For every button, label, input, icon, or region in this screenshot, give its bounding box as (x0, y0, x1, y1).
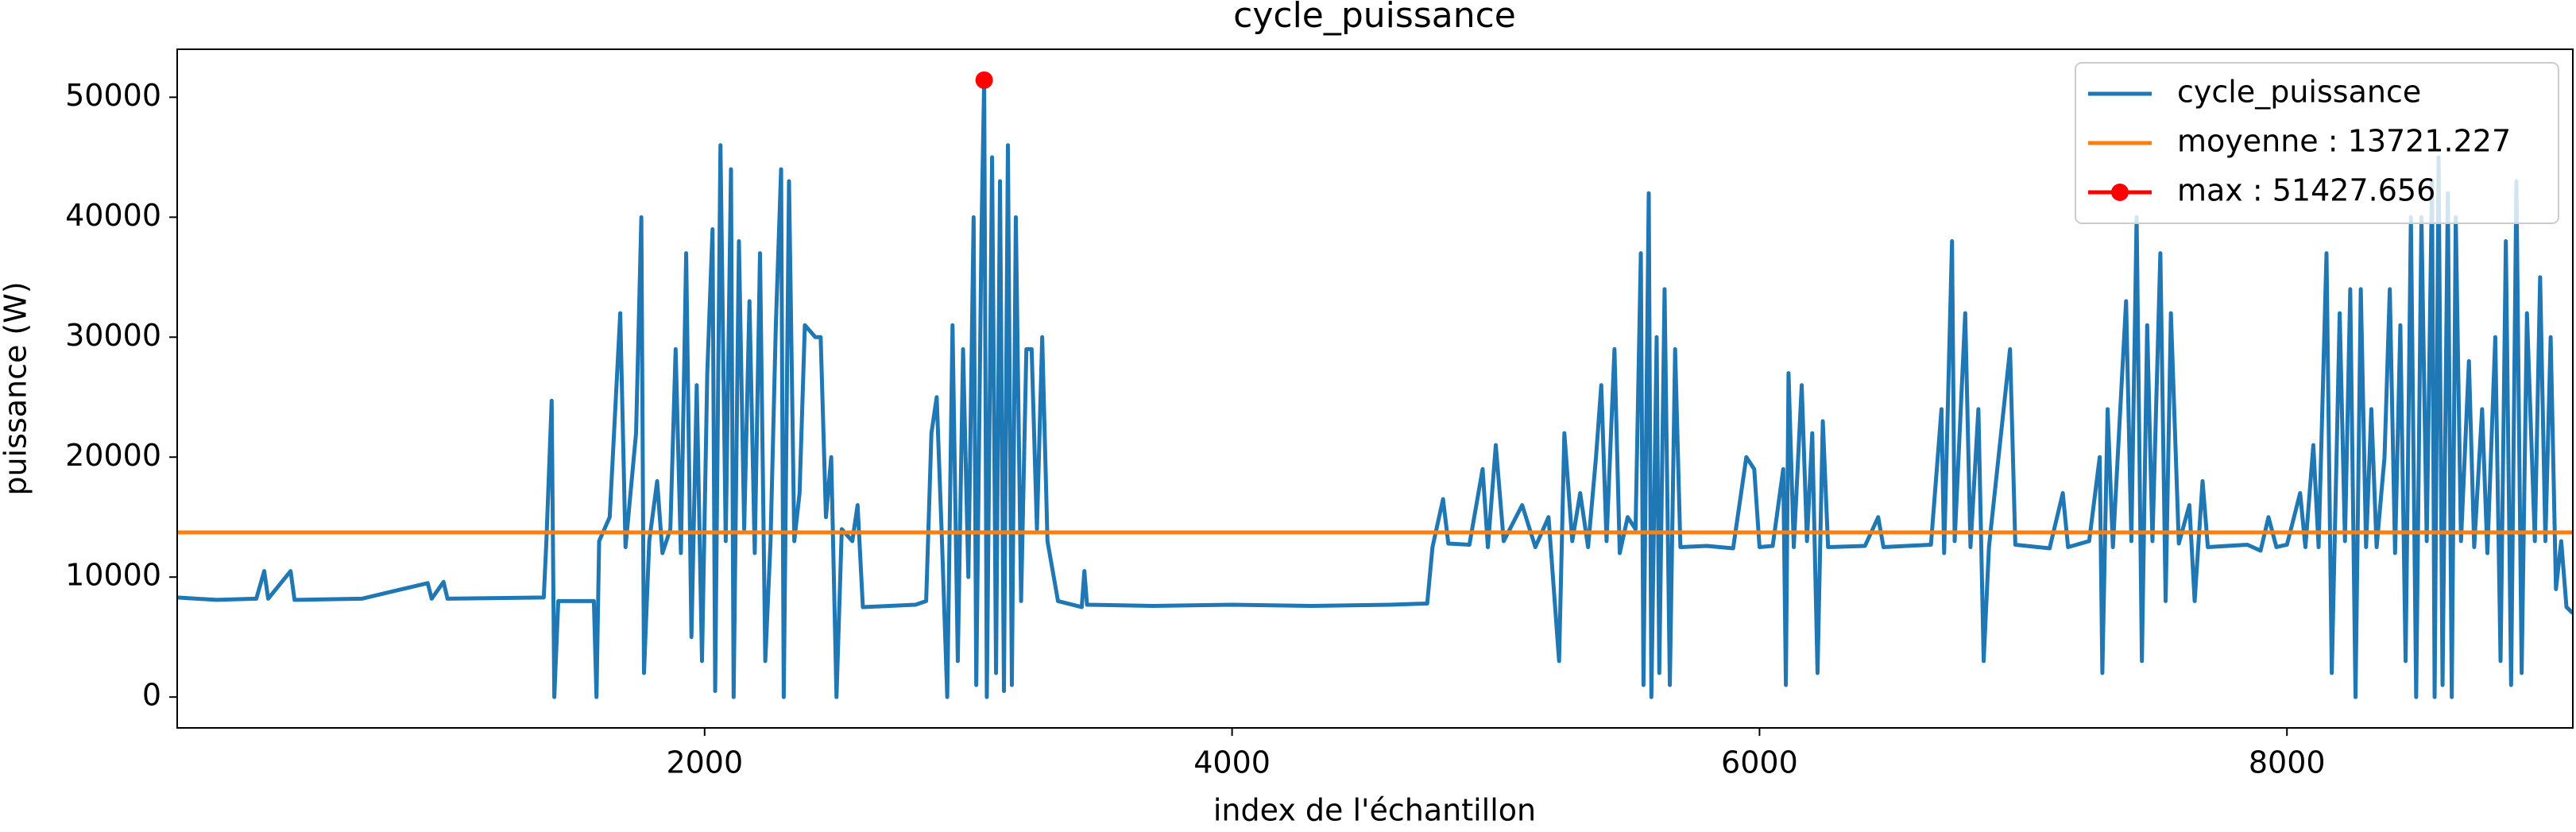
x-tick-label: 4000 (1193, 745, 1271, 780)
x-tick-label: 2000 (666, 745, 743, 780)
max-marker (975, 71, 993, 89)
x-tick-label: 8000 (2249, 745, 2326, 780)
y-tick-label: 50000 (65, 78, 161, 113)
x-tick-label: 6000 (1721, 745, 1798, 780)
x-axis-label: index de l'échantillon (1213, 793, 1536, 828)
y-axis-label: puissance (W) (0, 281, 33, 495)
y-tick-label: 40000 (65, 198, 161, 233)
y-tick-label: 30000 (65, 318, 161, 353)
legend-box (2075, 62, 2559, 224)
legend-marker (2111, 184, 2129, 201)
legend-label: moyenne : 13721.227 (2177, 124, 2511, 159)
y-tick-label: 10000 (65, 558, 161, 593)
y-tick-label: 20000 (65, 438, 161, 473)
legend-label: cycle_puissance (2177, 75, 2421, 110)
legend-label: max : 51427.656 (2177, 173, 2435, 208)
y-tick-label: 0 (142, 678, 161, 713)
chart-title: cycle_puissance (1233, 0, 1516, 36)
series-line (177, 78, 2573, 699)
plot-frame (176, 48, 2574, 729)
